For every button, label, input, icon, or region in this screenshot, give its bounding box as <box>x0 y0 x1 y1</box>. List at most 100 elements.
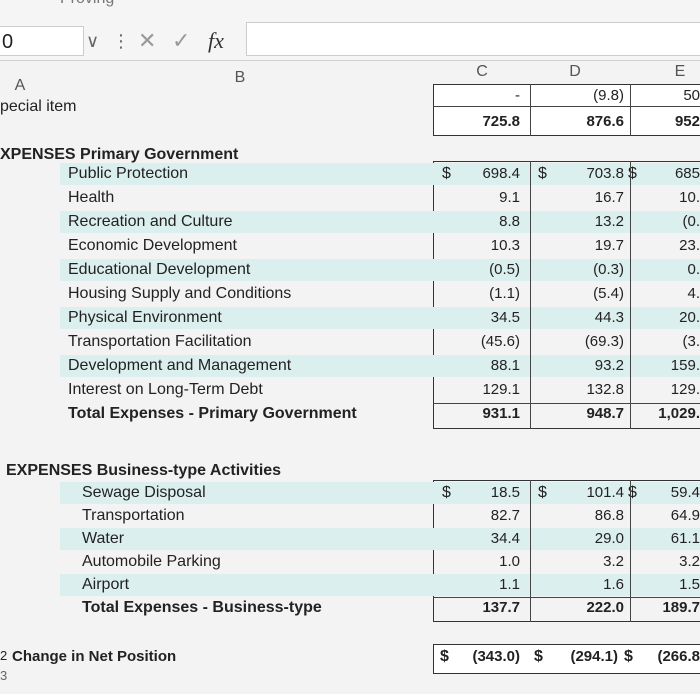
cell-e[interactable]: 159. <box>670 357 700 374</box>
confirm-icon[interactable]: ✓ <box>172 28 191 53</box>
cell-d[interactable]: 19.7 <box>594 237 624 254</box>
formula-input[interactable] <box>246 22 700 56</box>
cell-d[interactable]: 222.0 <box>586 599 624 616</box>
cell-e[interactable]: 1.5 <box>679 576 700 593</box>
cell-c[interactable]: 34.5 <box>490 309 520 326</box>
row-label[interactable]: Automobile Parking <box>82 553 221 570</box>
special-item-c[interactable]: - <box>515 87 520 104</box>
row-label[interactable]: Interest on Long-Term Debt <box>68 381 263 398</box>
cell-c[interactable]: 129.1 <box>482 381 520 398</box>
cell-c[interactable]: 1.0 <box>499 553 520 570</box>
cell-d[interactable]: 13.2 <box>594 213 624 230</box>
cell-e[interactable]: 1,029. <box>658 405 700 422</box>
cell-d[interactable]: 703.8 <box>586 165 624 182</box>
row-label[interactable]: Economic Development <box>68 237 237 254</box>
fx-icon[interactable]: fx <box>208 28 224 53</box>
row-band <box>60 528 700 550</box>
column-header-b[interactable]: B <box>234 69 246 86</box>
row-number[interactable]: 2 <box>0 648 8 663</box>
row-label[interactable]: Physical Environment <box>68 309 222 326</box>
net-position-c[interactable]: (343.0) <box>472 648 520 665</box>
row-label[interactable]: Recreation and Culture <box>68 213 233 230</box>
row-label[interactable]: Transportation <box>82 507 185 524</box>
cell-d[interactable]: 3.2 <box>603 553 624 570</box>
cell-c[interactable]: 82.7 <box>490 507 520 524</box>
cell-e[interactable]: 685 <box>674 165 700 182</box>
row-label[interactable]: Public Protection <box>68 165 189 182</box>
cell-c[interactable]: 10.3 <box>490 237 520 254</box>
row-label[interactable]: Transportation Facilitation <box>68 333 252 350</box>
column-header-e[interactable]: E <box>674 63 686 80</box>
cell-c[interactable]: 137.7 <box>482 599 520 616</box>
row-label[interactable]: Educational Development <box>68 261 251 278</box>
cell-d[interactable]: (0.3) <box>593 261 624 278</box>
more-dots-icon[interactable]: ⋮ <box>112 31 130 51</box>
row-number[interactable]: 3 <box>0 668 8 683</box>
chevron-down-icon[interactable]: ∨ <box>86 31 100 51</box>
currency-symbol: $ <box>534 648 543 665</box>
cell-d[interactable]: 948.7 <box>586 405 624 422</box>
cell-c[interactable]: 18.5 <box>490 484 520 501</box>
cell-c[interactable]: 9.1 <box>499 189 520 206</box>
business-type-header[interactable]: EXPENSES Business-type Activities <box>6 462 282 479</box>
cell-c[interactable]: 931.1 <box>482 405 520 422</box>
cell-e[interactable]: 129. <box>670 381 700 398</box>
cell-c[interactable]: 698.4 <box>482 165 520 182</box>
special-item-d[interactable]: (9.8) <box>593 87 624 104</box>
cell-c[interactable]: (0.5) <box>489 261 520 278</box>
special-item-label[interactable]: pecial item <box>0 98 77 115</box>
section-box <box>433 480 700 622</box>
net-position-label[interactable]: Change in Net Position <box>12 648 177 665</box>
cell-e[interactable]: 4. <box>687 285 700 302</box>
column-header-c[interactable]: C <box>476 63 488 80</box>
total-label[interactable]: Total Expenses - Primary Government <box>68 405 357 422</box>
net-position-e[interactable]: (266.8 <box>657 648 700 665</box>
row-label[interactable]: Housing Supply and Conditions <box>68 285 292 302</box>
cancel-icon[interactable]: ✕ <box>138 28 157 53</box>
row-label[interactable]: Health <box>68 189 115 206</box>
cell-d[interactable]: (5.4) <box>593 285 624 302</box>
cell-e[interactable]: 23. <box>679 237 700 254</box>
cell-d[interactable]: 101.4 <box>586 484 624 501</box>
cell-d[interactable]: 29.0 <box>594 530 624 547</box>
row-band <box>60 163 700 185</box>
cell-c[interactable]: (45.6) <box>480 333 520 350</box>
cell-d[interactable]: 16.7 <box>594 189 624 206</box>
cell-e[interactable]: 189.7 <box>662 599 700 616</box>
cell-e[interactable]: (0. <box>682 213 700 230</box>
row-label[interactable]: Airport <box>82 576 130 593</box>
row-label[interactable]: Water <box>82 530 125 547</box>
cell-e[interactable]: 61.1 <box>670 530 700 547</box>
subtotal-d[interactable]: 876.6 <box>586 113 624 130</box>
cell-c[interactable]: 88.1 <box>490 357 520 374</box>
cell-e[interactable]: 59.4 <box>670 484 700 501</box>
cell-e[interactable]: 64.9 <box>670 507 700 524</box>
net-position-d[interactable]: (294.1) <box>570 648 618 665</box>
cell-e[interactable]: 20. <box>679 309 700 326</box>
subtotal-e[interactable]: 952 <box>674 113 700 130</box>
name-box[interactable]: 0 <box>0 26 84 56</box>
cell-d[interactable]: 93.2 <box>594 357 624 374</box>
cell-e[interactable]: 3.2 <box>679 553 700 570</box>
cell-c[interactable]: 34.4 <box>490 530 520 547</box>
cell-d[interactable]: 44.3 <box>594 309 624 326</box>
cell-c[interactable]: (1.1) <box>489 285 520 302</box>
cell-d[interactable]: (69.3) <box>584 333 624 350</box>
cell-e[interactable]: 0. <box>687 261 700 278</box>
primary-government-header[interactable]: XPENSES Primary Government <box>0 146 239 163</box>
subtotal-c[interactable]: 725.8 <box>482 113 520 130</box>
cell-e[interactable]: (3. <box>682 333 700 350</box>
total-separator <box>433 597 700 598</box>
row-label[interactable]: Sewage Disposal <box>82 484 206 501</box>
total-label[interactable]: Total Expenses - Business-type <box>82 599 322 616</box>
cell-d[interactable]: 86.8 <box>594 507 624 524</box>
column-header-d[interactable]: D <box>569 63 581 80</box>
row-label[interactable]: Development and Management <box>68 357 292 374</box>
cell-d[interactable]: 132.8 <box>586 381 624 398</box>
column-header-a[interactable]: A <box>14 77 26 94</box>
cell-c[interactable]: 1.1 <box>499 576 520 593</box>
cell-d[interactable]: 1.6 <box>603 576 624 593</box>
cell-e[interactable]: 10. <box>679 189 700 206</box>
cell-c[interactable]: 8.8 <box>499 213 520 230</box>
special-item-e[interactable]: 50 <box>683 87 700 104</box>
